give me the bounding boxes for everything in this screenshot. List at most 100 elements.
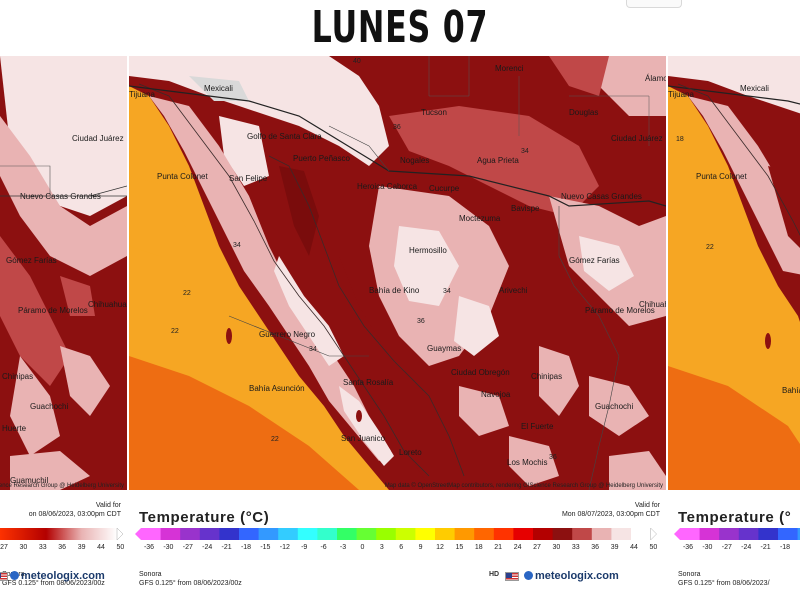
scale-segment	[180, 528, 201, 540]
model-info: Sonora GFS 0.125° from 08/06/2023/00z	[139, 570, 242, 588]
scale-tick-label: -21	[760, 544, 771, 551]
scale-tick-label: 39	[610, 544, 619, 551]
map-panel-right: Tijuana Mexicali Punta Colonet Bahía 22 …	[668, 56, 800, 600]
legend-left: Valid for on 08/06/2023, 03:00pm CDT	[0, 490, 127, 600]
scale-min-arrow	[135, 528, 141, 540]
scale-segment	[552, 528, 573, 540]
temperature-map-center: Mexicali Tijuana Golfo de Santa Clara Pu…	[129, 56, 666, 490]
place-label: Santa Rosalía	[343, 378, 394, 387]
place-label: Páramo de Morelos	[585, 306, 655, 315]
place-label: Bahía Asunción	[249, 384, 305, 393]
place-label: Guaymas	[427, 344, 462, 353]
valid-datetime: Mon 08/07/2023, 03:00pm CDT	[561, 511, 660, 518]
valid-label: Valid for	[634, 502, 660, 509]
isoline-label: 40	[353, 58, 361, 65]
place-label: Golfo de Santa Clara	[247, 132, 322, 141]
isoline-label: 22	[183, 290, 191, 297]
scale-tick-label: 44	[97, 544, 105, 551]
scale-tick-label: -24	[202, 544, 213, 551]
scale-segment	[778, 528, 799, 540]
scale-tick-label: 50	[649, 544, 658, 551]
scale-segment	[493, 528, 514, 540]
scale-segment	[719, 528, 740, 540]
meteologix-brand[interactable]: meteologix.com	[10, 570, 105, 582]
scale-segment	[337, 528, 358, 540]
scale-tick-label: 33	[38, 544, 47, 551]
scale-segment	[199, 528, 220, 540]
place-label: Guerrero Negro	[259, 330, 316, 339]
scale-segment	[435, 528, 456, 540]
model-region: Sonora	[139, 571, 162, 578]
scale-segment	[797, 528, 800, 540]
scale-tick-label: -12	[279, 544, 290, 551]
model-region: Sonora	[678, 571, 701, 578]
scale-tick-label: 50	[116, 544, 125, 551]
isoline-label: 22	[171, 328, 179, 335]
model-run: GFS 0.125° from 08/06/2023/00z	[2, 580, 105, 587]
brand-text: meteologix.com	[21, 570, 105, 582]
isoline-label: 34	[443, 288, 451, 295]
valid-time: Valid for Mon 08/07/2023, 03:00pm CDT	[562, 501, 660, 519]
place-label: Nogales	[400, 156, 430, 165]
scale-segment	[699, 528, 720, 540]
scale-segment	[376, 528, 397, 540]
isoline-label: 34	[309, 346, 317, 353]
scale-min-arrow	[674, 528, 680, 540]
model-run: GFS 0.125° from 08/06/2023/	[678, 580, 770, 587]
place-label: Douglas	[569, 108, 599, 117]
legend-right: Temperature (° -36 -30 -27 -24 -21 -18 Sonora…	[668, 490, 800, 600]
valid-label: Valid for	[95, 502, 121, 509]
color-scale-graphic	[0, 528, 123, 540]
scale-tick-label: 21	[494, 544, 503, 551]
scale-max-arrow	[650, 528, 657, 540]
scale-segment	[297, 528, 318, 540]
scale-tick-label: 9	[418, 544, 423, 551]
scale-tick-label: 0	[360, 544, 365, 551]
temperature-map-left: Ciudad Juárez Nuevo Casas Grandes Gómez …	[0, 56, 127, 490]
scale-tick-label: 39	[77, 544, 86, 551]
place-label: Páramo de Morelos	[18, 306, 88, 315]
scale-segment	[415, 528, 436, 540]
map-credit: Science Research Group @ Heidelberg Univ…	[0, 483, 124, 489]
scale-segment	[317, 528, 338, 540]
scale-tick-label: 30	[19, 544, 28, 551]
color-scale-right	[672, 528, 800, 540]
meteologix-brand[interactable]: meteologix.com	[524, 570, 619, 582]
hd-badge: HD	[489, 571, 500, 578]
scale-segment	[278, 528, 299, 540]
scale-tick-label: -9	[301, 544, 308, 551]
scale-segment	[160, 528, 181, 540]
place-label: Chinipas	[531, 372, 563, 381]
place-label: Moctezuma	[459, 214, 501, 223]
page-title: LUNES 07	[311, 2, 489, 53]
place-label: San Juanico	[341, 434, 386, 443]
temperature-map-right: Tijuana Mexicali Punta Colonet Bahía 22 …	[668, 56, 800, 490]
place-label: Loreto	[399, 448, 422, 457]
brand-text: meteologix.com	[535, 570, 619, 582]
scale-tick-label: -36	[143, 544, 155, 551]
model-run: GFS 0.125° from 08/06/2023/00z	[139, 580, 242, 587]
place-label: Punta Colonet	[696, 172, 747, 181]
place-label: Gómez Farías	[569, 256, 620, 265]
scale-tick-label: 6	[399, 544, 404, 551]
place-label: Bahía	[782, 386, 800, 395]
scale-tick-label: -27	[182, 544, 193, 551]
place-label: Guachochi	[30, 402, 69, 411]
place-label: El Fuerte	[521, 422, 554, 431]
isoline-label: 34	[233, 242, 241, 249]
place-label: Huerte	[2, 424, 27, 433]
scale-tick-label: 15	[455, 544, 464, 551]
place-label: Morenci	[495, 64, 524, 73]
scale-tick-label: -24	[741, 544, 752, 551]
place-label: Gómez Farías	[6, 256, 57, 265]
scale-segment	[474, 528, 495, 540]
place-label: San Felipe	[229, 174, 268, 183]
valid-time: Valid for on 08/06/2023, 03:00pm CDT	[29, 501, 121, 519]
color-scale-left	[0, 528, 123, 540]
color-scale-graphic	[135, 528, 657, 540]
panel-divider	[666, 56, 668, 600]
scale-segment	[680, 528, 701, 540]
scale-tick-label: 18	[474, 544, 483, 551]
scale-tick-label: 33	[571, 544, 580, 551]
isoline-label: 36	[417, 318, 425, 325]
